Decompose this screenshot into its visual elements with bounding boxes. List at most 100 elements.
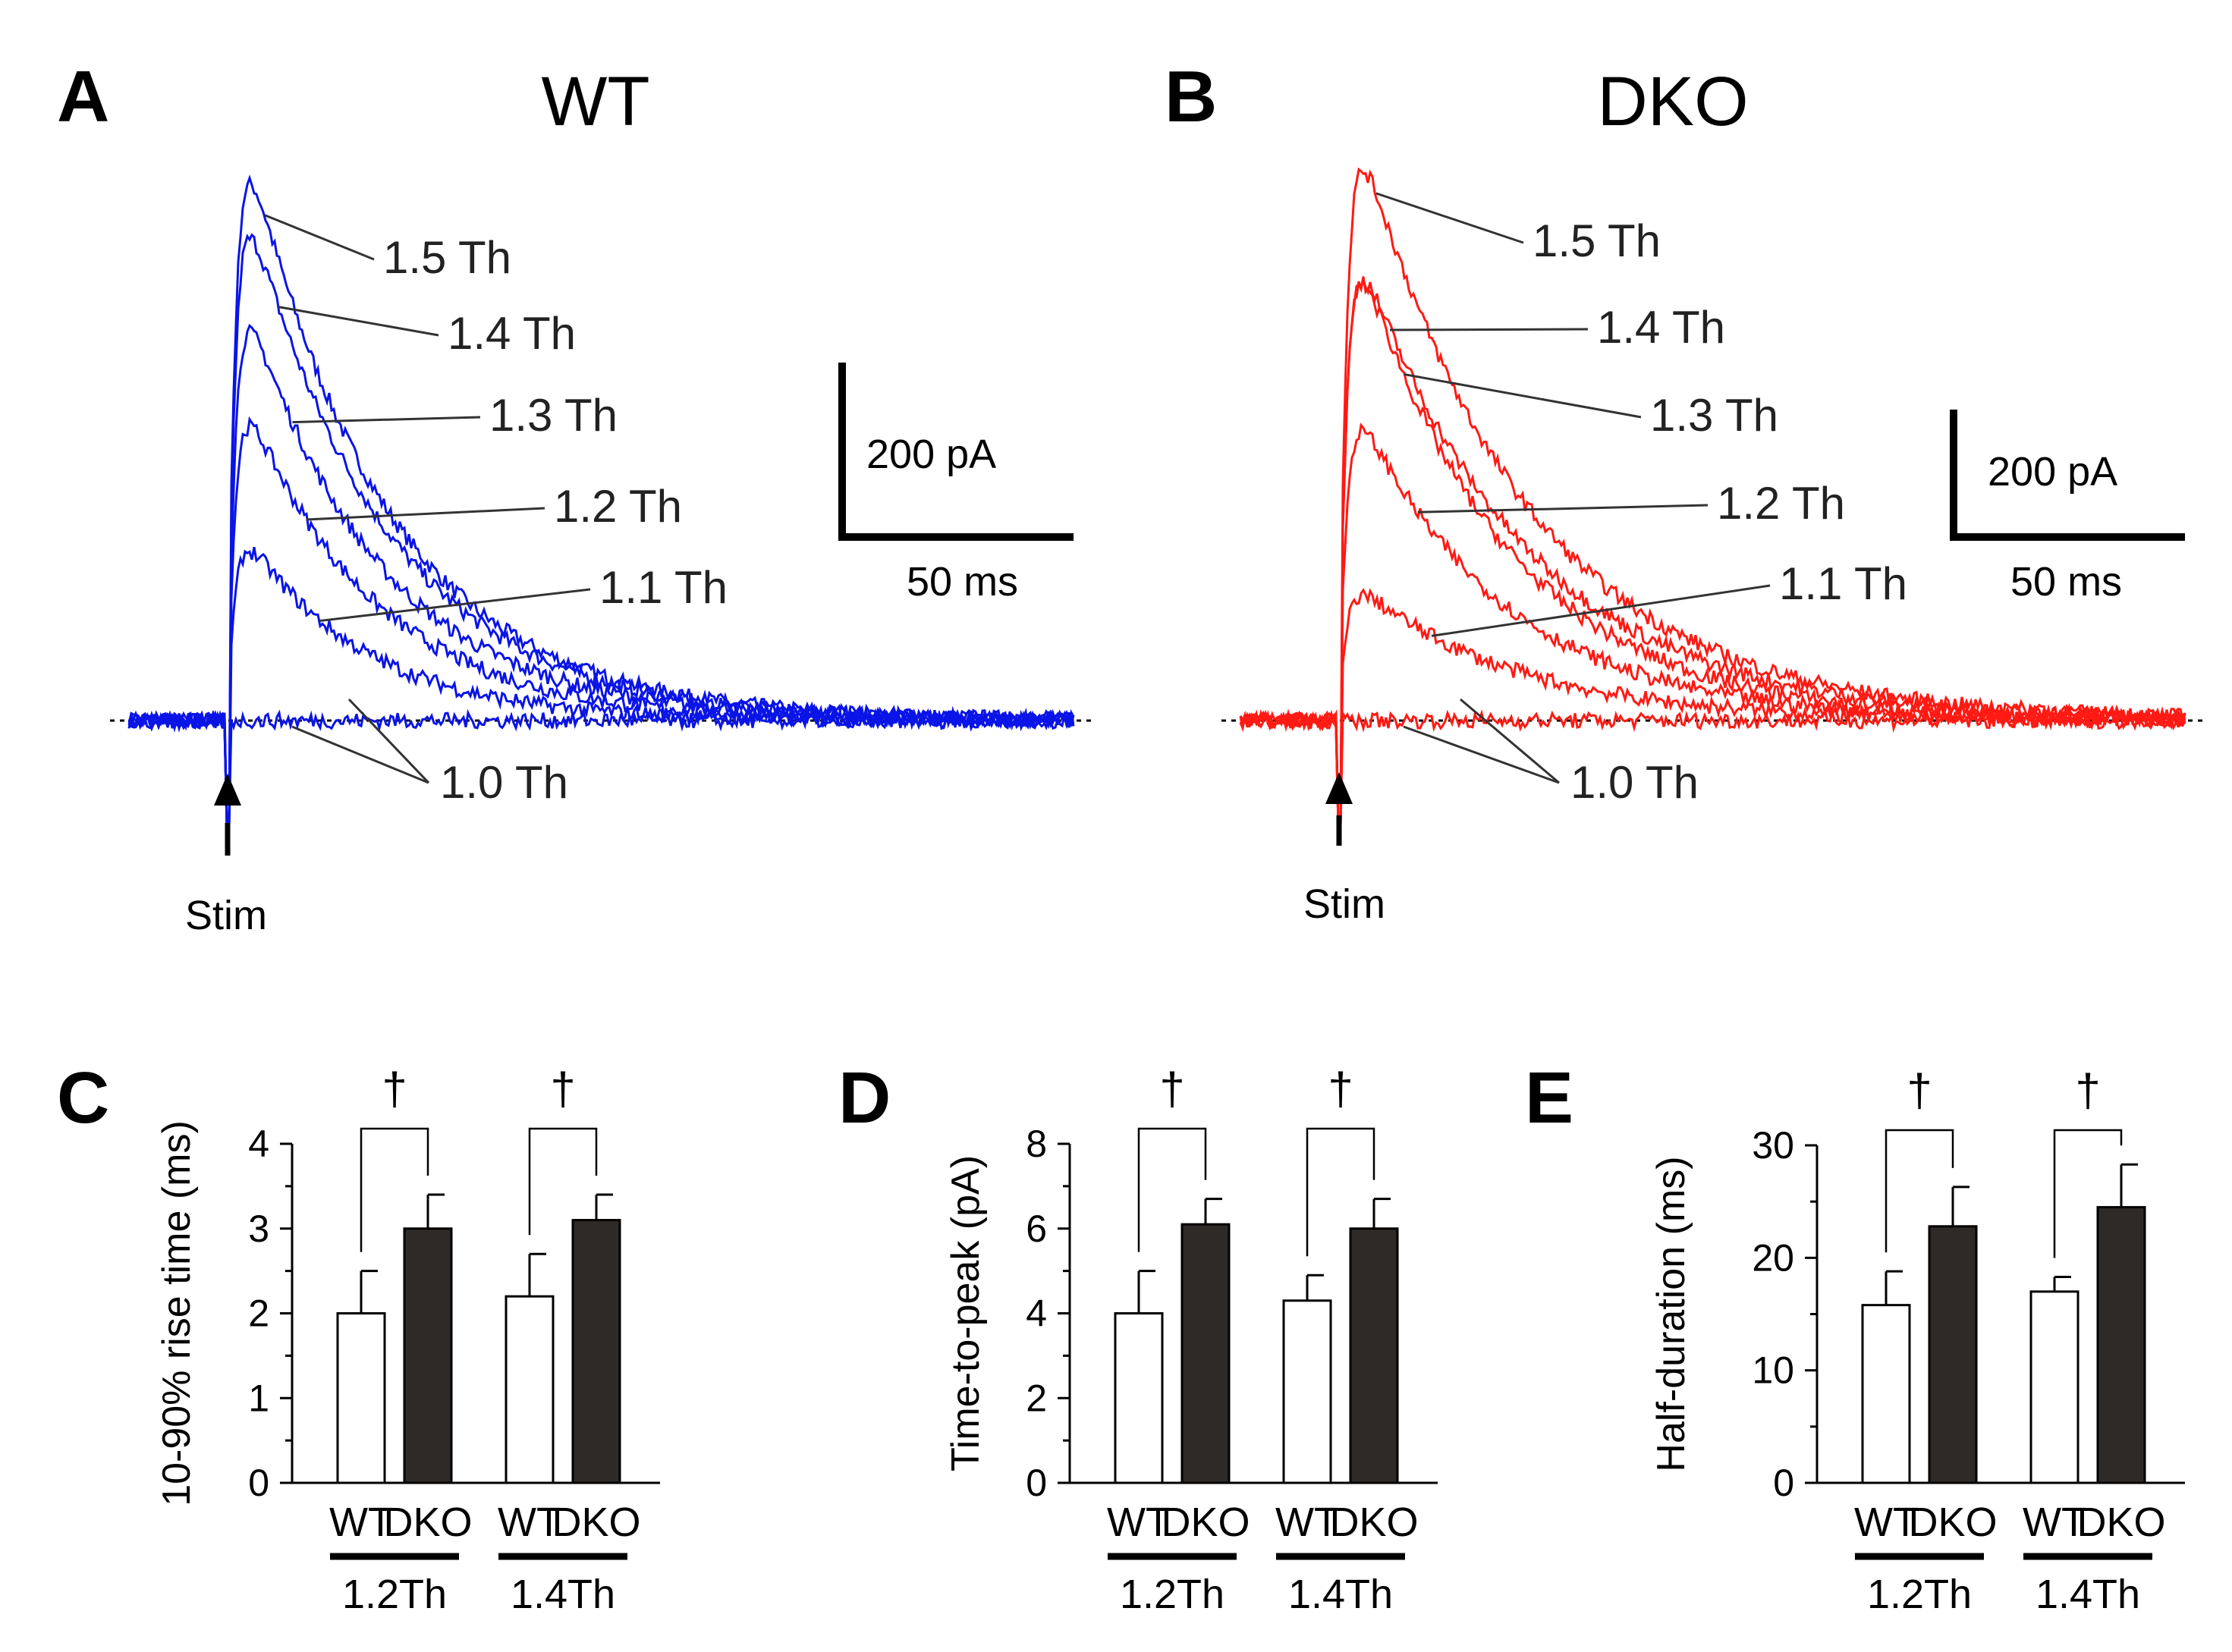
scale-time-label: 50 ms — [2010, 559, 2122, 605]
y-tick-label: 0 — [1773, 1462, 1794, 1504]
leader-line — [1390, 328, 1589, 331]
panel-title-wt: WT — [541, 63, 649, 140]
category-label: DKO — [1161, 1500, 1250, 1545]
category-label: DKO — [1908, 1500, 1997, 1545]
bar-dko — [571, 1219, 621, 1484]
category-label: WT — [1275, 1500, 1339, 1545]
panel-letter: C — [57, 1057, 109, 1138]
y-axis-label: Half-duration (ms) — [1649, 1156, 1693, 1471]
trace-1-0-Th — [1239, 708, 2186, 827]
scale-bar-dko: 200 pA 50 ms — [1950, 410, 2185, 605]
y-tick-label: 2 — [248, 1292, 269, 1335]
panel-letter: D — [838, 1057, 891, 1138]
category-label: DKO — [383, 1500, 472, 1545]
trace-label: 1.5 Th — [1533, 215, 1661, 266]
y-axis-label: 10-90% rise time (ms) — [155, 1120, 199, 1506]
category-label: WT — [498, 1500, 561, 1545]
stim-label: Stim — [185, 893, 267, 938]
leader-line — [278, 306, 439, 337]
leader-line — [1417, 504, 1709, 514]
category-label: DKO — [1329, 1500, 1418, 1545]
trace-label: 1.1 Th — [599, 562, 728, 613]
significance-bracket — [360, 1127, 429, 1252]
trace-1-1-Th — [1239, 588, 2186, 827]
leader-line — [1403, 698, 1560, 784]
bar-wt — [2029, 1290, 2080, 1484]
significance-bracket — [1306, 1127, 1375, 1257]
trace-1-5-Th — [1239, 167, 2186, 827]
trace-label: 1.4 Th — [1597, 302, 1725, 353]
significance-dagger: † — [550, 1063, 575, 1114]
significance-dagger: † — [1159, 1063, 1184, 1114]
y-tick-label: 0 — [1026, 1462, 1047, 1504]
leader-line — [291, 698, 430, 784]
bar-dko — [403, 1227, 453, 1484]
significance-dagger: † — [1328, 1063, 1353, 1114]
category-label: WT — [329, 1500, 393, 1545]
y-tick-label: 1 — [248, 1377, 269, 1419]
bar-dko — [1180, 1223, 1231, 1484]
leader-line — [1431, 584, 1771, 637]
y-tick-label: 6 — [1026, 1208, 1047, 1250]
category-label: DKO — [552, 1500, 640, 1545]
arrow-up-icon — [1325, 772, 1353, 804]
group-label: 1.2Th — [1867, 1572, 1972, 1617]
y-tick-label: 10 — [1752, 1349, 1794, 1392]
stim-marker-wt: Stim — [185, 774, 267, 938]
bar-dko — [2096, 1206, 2146, 1484]
bar-wt — [1861, 1304, 1911, 1484]
trace-panel-dko: 1.5 Th 1.4 Th 1.3 Th 1.2 Th 1.1 Th 1.0 Th — [1221, 167, 2208, 827]
trace-1-4-Th — [1239, 275, 2186, 827]
leader-line — [319, 588, 591, 622]
y-tick-label: 30 — [1752, 1124, 1794, 1167]
bar-wt — [1282, 1299, 1332, 1484]
trace-label: 1.1 Th — [1779, 558, 1907, 609]
scale-time-label: 50 ms — [907, 559, 1018, 605]
panel-letter-b: B — [1165, 56, 1217, 137]
significance-dagger: † — [1907, 1065, 1932, 1116]
stim-label: Stim — [1303, 881, 1385, 927]
category-label: DKO — [2076, 1500, 2165, 1545]
y-tick-label: 3 — [248, 1208, 269, 1250]
scale-bar-lines — [838, 363, 1074, 541]
scale-current-label: 200 pA — [866, 432, 996, 477]
significance-bracket — [528, 1127, 598, 1236]
arrow-up-icon — [214, 774, 241, 806]
trace-panel-wt: 1.5 Th 1.4 Th 1.3 Th 1.2 Th 1.1 Th 1.0 Th — [110, 174, 1096, 827]
bar-wt — [336, 1312, 386, 1484]
y-axis-label: Time-to-peak (pA) — [944, 1155, 988, 1471]
panel-letter-a: A — [57, 56, 109, 137]
category-label: WT — [1854, 1500, 1918, 1545]
trace-1-0-Th — [127, 708, 1075, 827]
trace-label: 1.3 Th — [489, 390, 618, 441]
bar-dko — [1349, 1227, 1399, 1484]
significance-bracket — [2053, 1129, 2123, 1258]
trace-label: 1.2 Th — [554, 481, 682, 532]
leader-line — [292, 416, 481, 424]
y-tick-label: 0 — [248, 1462, 269, 1504]
group-label: 1.4Th — [1288, 1572, 1393, 1617]
bar-wt — [505, 1295, 555, 1484]
category-label: WT — [2023, 1500, 2086, 1545]
group-label: 1.2Th — [342, 1572, 447, 1617]
significance-bracket — [1137, 1127, 1207, 1252]
significance-dagger: † — [2075, 1065, 2100, 1116]
y-tick-label: 20 — [1752, 1236, 1794, 1279]
scale-bar-lines — [1950, 410, 2185, 541]
stim-marker-dko: Stim — [1303, 772, 1385, 927]
group-label: 1.2Th — [1120, 1572, 1224, 1617]
bar-dko — [1928, 1225, 1978, 1484]
leader-line — [306, 507, 545, 521]
trace-label: 1.0 Th — [1570, 757, 1699, 808]
trace-label: 1.3 Th — [1650, 390, 1778, 441]
group-label: 1.4Th — [511, 1572, 615, 1617]
group-label: 1.4Th — [2036, 1572, 2140, 1617]
trace-label: 1.0 Th — [440, 757, 568, 808]
y-tick-label: 4 — [1026, 1292, 1047, 1335]
trace-label: 1.2 Th — [1717, 478, 1845, 529]
bar-wt — [1114, 1312, 1164, 1484]
